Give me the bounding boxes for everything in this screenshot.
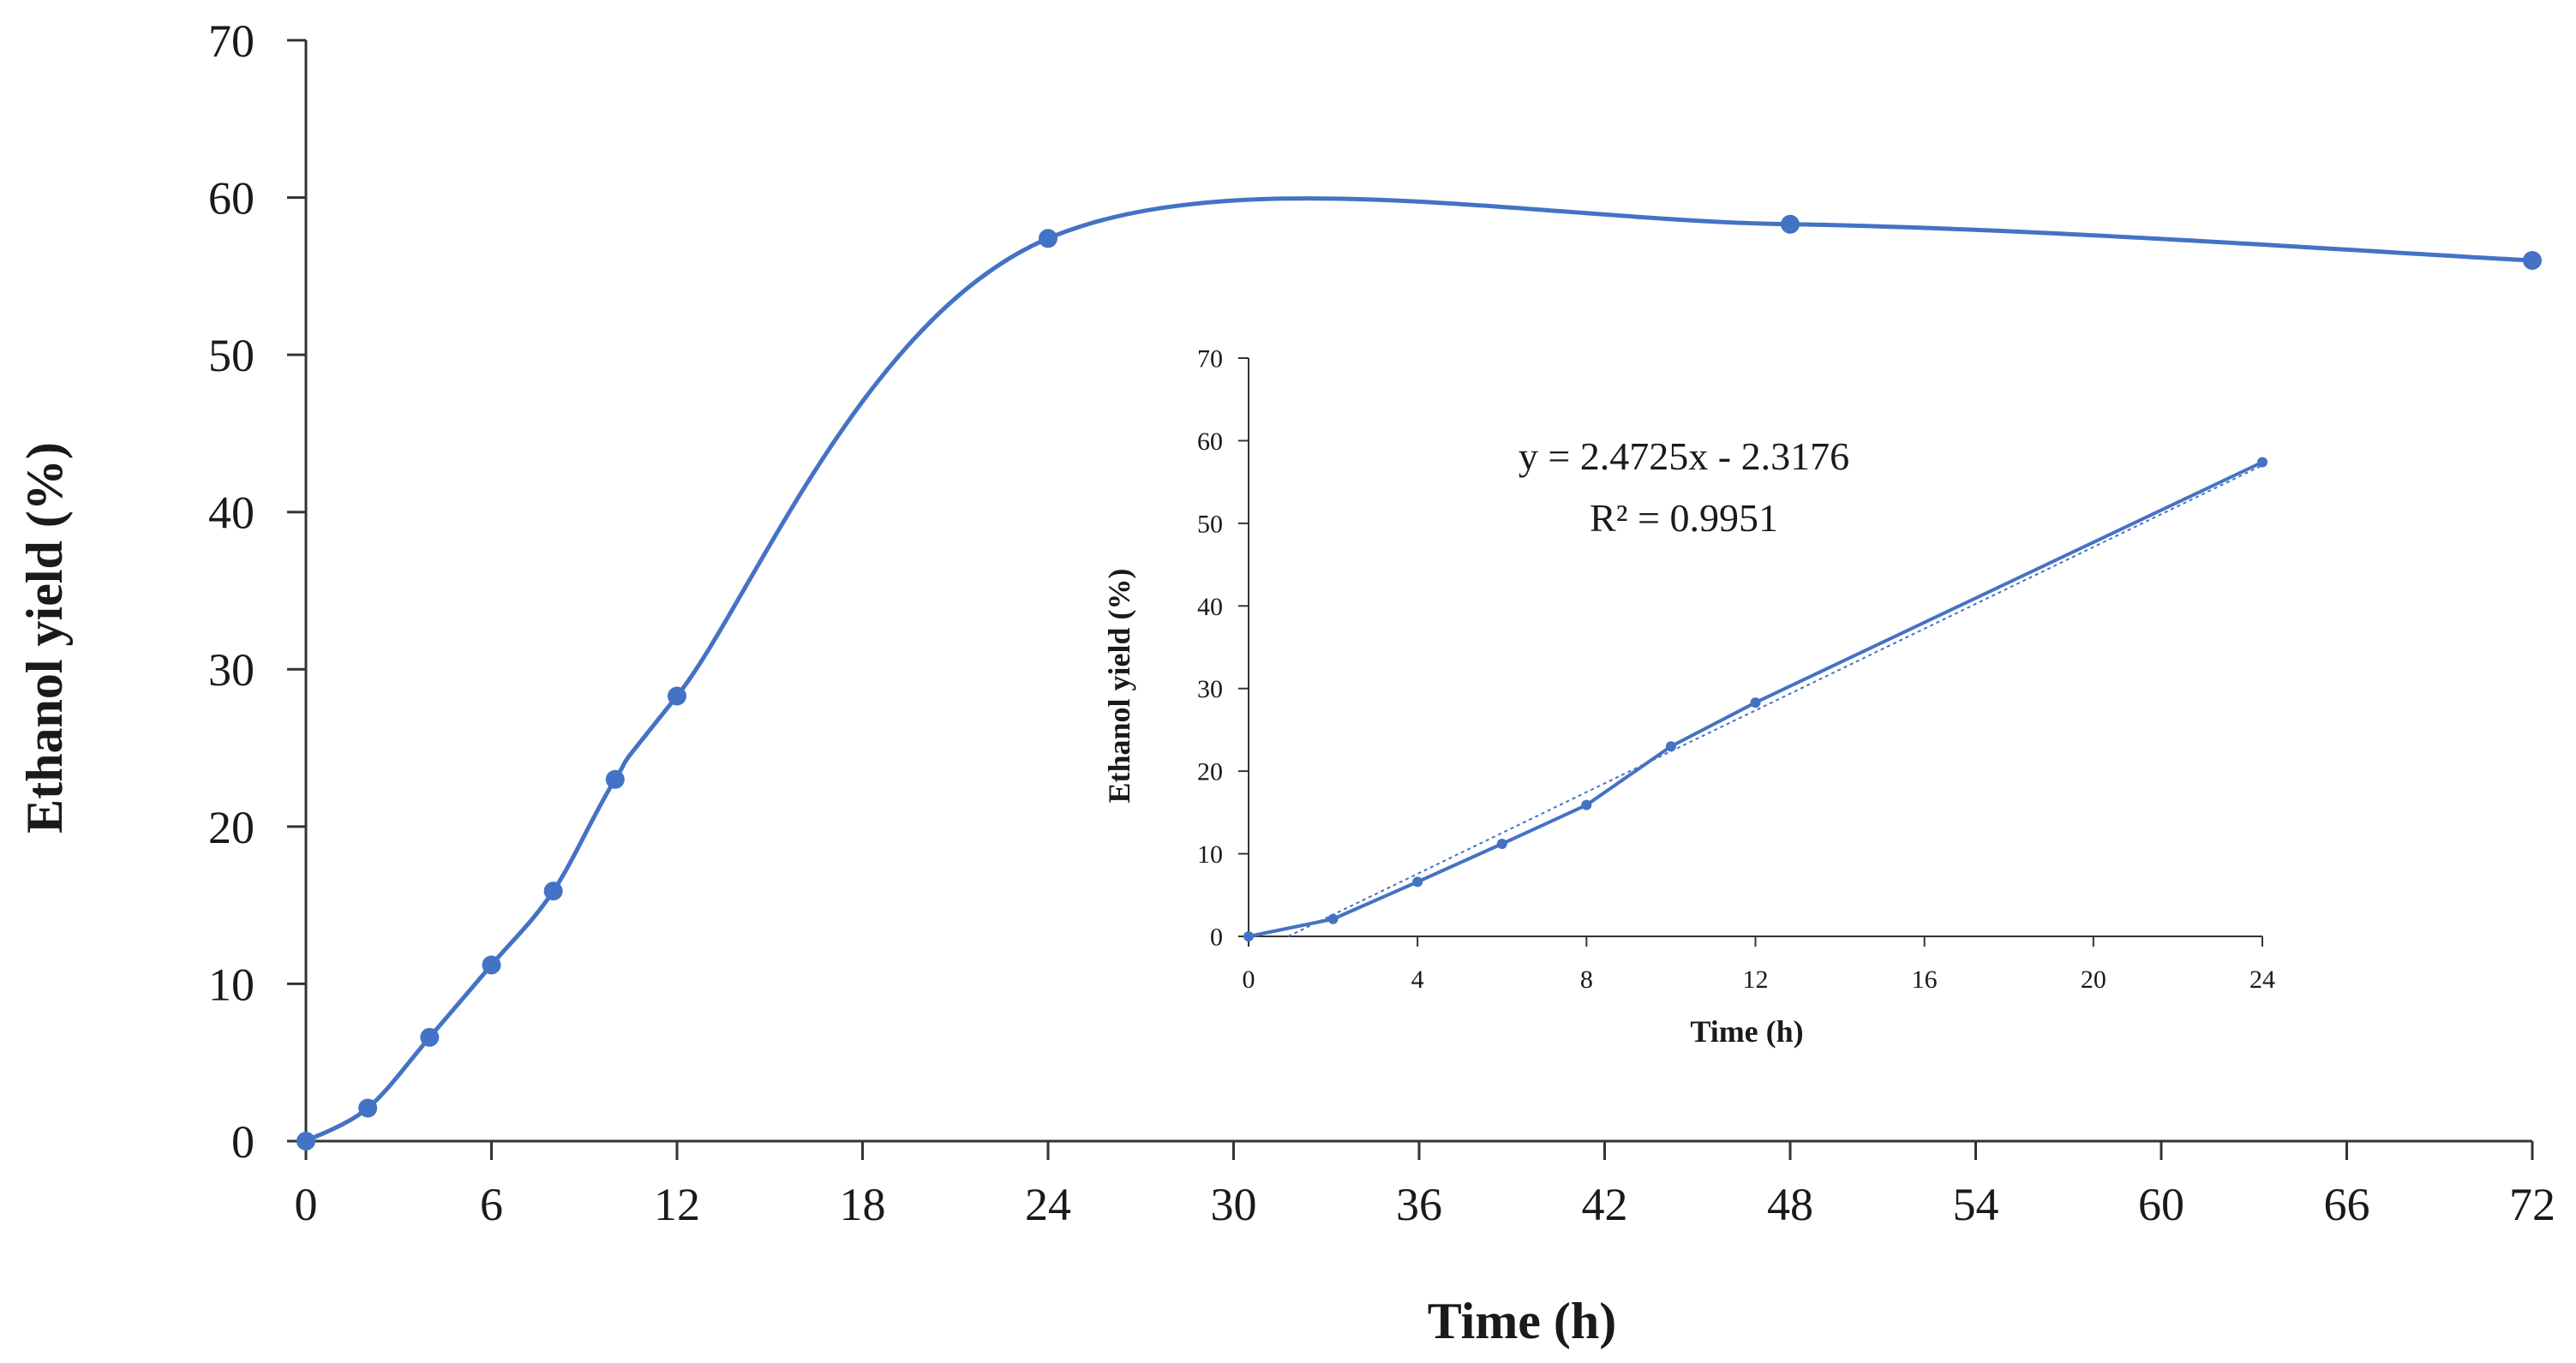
x-tick-label: 20 — [2081, 965, 2106, 994]
x-tick-label: 12 — [1743, 965, 1769, 994]
inset-chart: 0 10 20 30 40 50 60 70 0 4 8 12 16 20 24 y = 2.4725x … — [1102, 345, 2275, 1049]
x-tick-label: 48 — [1767, 1179, 1813, 1230]
main-x-ticks: 0 6 12 18 24 30 36 42 48 54 60 66 72 — [295, 1141, 2555, 1230]
inset-series-line — [1248, 460, 2263, 938]
inset-r-squared: R² = 0.9951 — [1590, 496, 1778, 540]
inset-data-point — [1412, 876, 1423, 888]
y-tick-label: 50 — [1197, 510, 1223, 538]
y-tick-label: 0 — [231, 1116, 255, 1168]
x-tick-label: 8 — [1580, 965, 1593, 994]
x-tick-label: 72 — [2509, 1179, 2555, 1230]
inset-y-ticks: 0 10 20 30 40 50 60 70 — [1197, 345, 1249, 952]
inset-data-point — [1243, 931, 1254, 942]
y-tick-label: 40 — [1197, 593, 1223, 621]
y-tick-label: 60 — [1197, 427, 1223, 456]
main-data-point — [482, 955, 501, 975]
y-tick-label: 20 — [208, 802, 255, 853]
inset-data-point — [2257, 457, 2267, 468]
x-tick-label: 30 — [1211, 1179, 1257, 1230]
y-tick-label: 40 — [208, 487, 255, 539]
x-tick-label: 60 — [2138, 1179, 2184, 1230]
main-data-point — [420, 1027, 440, 1047]
inset-data-point — [1496, 839, 1507, 849]
y-tick-label: 50 — [208, 330, 255, 381]
inset-data-point — [1327, 913, 1339, 924]
main-x-axis-title: Time (h) — [1428, 1293, 1617, 1349]
x-tick-label: 4 — [1411, 965, 1424, 994]
main-data-point — [358, 1098, 378, 1118]
x-tick-label: 24 — [2250, 965, 2275, 994]
main-data-point — [1039, 229, 1057, 248]
x-tick-label: 36 — [1396, 1179, 1442, 1230]
main-data-point — [2523, 251, 2542, 270]
x-tick-label: 42 — [1582, 1179, 1628, 1230]
y-tick-label: 30 — [208, 644, 255, 696]
inset-series-points — [1243, 457, 2267, 942]
y-tick-label: 60 — [208, 172, 255, 224]
y-tick-label: 20 — [1197, 758, 1223, 786]
y-tick-label: 30 — [1197, 675, 1223, 703]
y-tick-label: 10 — [1197, 840, 1223, 869]
x-tick-label: 6 — [480, 1179, 503, 1230]
inset-data-point — [1581, 799, 1592, 810]
x-tick-label: 24 — [1025, 1179, 1071, 1230]
inset-trendline — [1287, 464, 2263, 937]
main-data-point — [605, 769, 625, 789]
x-tick-label: 12 — [654, 1179, 700, 1230]
main-series-points — [297, 214, 2542, 1151]
main-data-point — [543, 882, 563, 901]
main-y-axis-title: Ethanol yield (%) — [16, 442, 73, 834]
x-tick-label: 54 — [1953, 1179, 1999, 1230]
inset-trend-equation: y = 2.4725x - 2.3176 — [1519, 434, 1849, 478]
inset-data-point — [1750, 697, 1761, 708]
x-tick-label: 18 — [840, 1179, 886, 1230]
x-tick-label: 0 — [1243, 965, 1255, 994]
inset-y-axis-title: Ethanol yield (%) — [1102, 568, 1136, 803]
y-tick-label: 70 — [1197, 345, 1223, 374]
inset-data-point — [1665, 741, 1676, 752]
x-tick-label: 66 — [2324, 1179, 2370, 1230]
y-tick-label: 0 — [1210, 924, 1223, 952]
inset-x-ticks: 0 4 8 12 16 20 24 — [1243, 936, 2275, 994]
x-tick-label: 0 — [295, 1179, 318, 1230]
y-tick-label: 10 — [208, 959, 255, 1010]
main-series-line — [303, 196, 2535, 1144]
main-data-point — [297, 1132, 315, 1151]
inset-x-axis-title: Time (h) — [1690, 1014, 1803, 1049]
main-y-ticks: 0 10 20 30 40 50 60 70 — [208, 15, 306, 1168]
x-tick-label: 16 — [1912, 965, 1938, 994]
y-tick-label: 70 — [208, 15, 255, 67]
main-data-point — [1781, 214, 1800, 234]
main-data-point — [668, 686, 686, 706]
